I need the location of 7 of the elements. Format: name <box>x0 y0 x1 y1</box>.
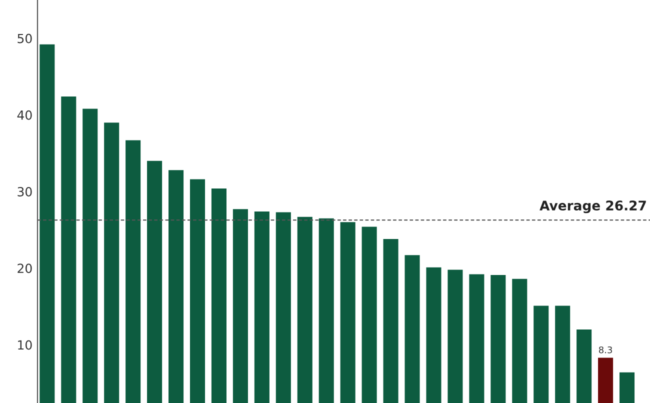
data-label: 8.3 <box>598 346 612 354</box>
y-tick-label: 30 <box>18 187 32 196</box>
y-tick-label: 10 <box>18 340 32 350</box>
y-tick-label: 20 <box>18 264 32 274</box>
y-tick-label: 40 <box>17 110 32 120</box>
y-tick-label: 50 <box>18 34 32 44</box>
ref-line-label: Average 26.27 <box>540 200 646 214</box>
